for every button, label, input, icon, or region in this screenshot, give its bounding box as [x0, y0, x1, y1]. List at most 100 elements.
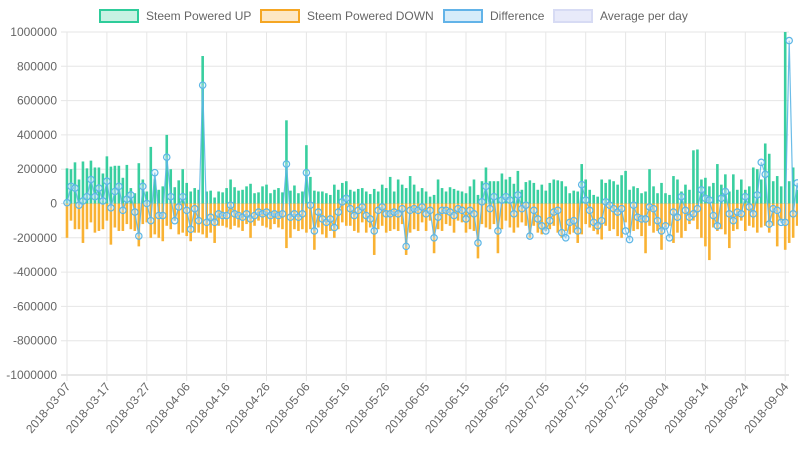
bar-steem-powered-up[interactable] [456, 190, 460, 204]
bar-steem-powered-up[interactable] [317, 191, 320, 204]
bar-steem-powered-up[interactable] [157, 189, 161, 204]
bar-steem-powered-down[interactable] [73, 203, 77, 230]
bar-steem-powered-up[interactable] [392, 191, 396, 204]
point-difference[interactable] [214, 209, 223, 218]
bar-steem-powered-down[interactable] [644, 203, 647, 254]
point-difference[interactable] [182, 206, 191, 215]
bar-steem-powered-down[interactable] [348, 203, 352, 226]
point-difference[interactable] [753, 191, 762, 199]
point-difference[interactable] [597, 216, 606, 225]
bar-steem-powered-down[interactable] [460, 203, 464, 223]
bar-steem-powered-down[interactable] [177, 203, 181, 235]
bar-steem-powered-up[interactable] [468, 186, 472, 204]
bar-steem-powered-up[interactable] [420, 188, 424, 204]
bar-steem-powered-down[interactable] [376, 203, 380, 230]
point-difference[interactable] [717, 194, 726, 203]
bar-steem-powered-up[interactable] [313, 190, 316, 204]
bar-steem-powered-down[interactable] [420, 203, 424, 223]
bar-steem-powered-up[interactable] [516, 170, 520, 204]
bar-steem-powered-up[interactable] [201, 56, 204, 204]
bar-steem-powered-up[interactable] [759, 179, 763, 204]
bar-steem-powered-down[interactable] [101, 203, 105, 230]
bar-steem-powered-down[interactable] [233, 203, 236, 226]
bar-steem-powered-down[interactable] [129, 203, 133, 230]
bar-steem-powered-up[interactable] [624, 170, 627, 204]
point-difference[interactable] [166, 192, 175, 201]
point-difference[interactable] [254, 208, 263, 216]
point-difference[interactable] [729, 216, 738, 225]
point-difference[interactable] [661, 221, 670, 230]
point-difference[interactable] [649, 204, 658, 213]
point-difference[interactable] [553, 206, 562, 215]
bar-steem-powered-down[interactable] [696, 203, 699, 230]
bar-steem-powered-up[interactable] [364, 191, 368, 204]
point-difference[interactable] [330, 223, 339, 232]
point-difference[interactable] [226, 201, 235, 210]
point-difference[interactable] [769, 204, 778, 213]
bar-steem-powered-up[interactable] [540, 184, 544, 204]
bar-steem-powered-up[interactable] [795, 189, 798, 204]
point-difference[interactable] [298, 209, 307, 218]
bar-steem-powered-down[interactable] [117, 203, 121, 231]
bar-steem-powered-up[interactable] [396, 179, 400, 204]
bar-steem-powered-up[interactable] [241, 189, 244, 204]
point-difference[interactable] [761, 170, 770, 179]
point-difference[interactable] [697, 185, 706, 194]
bar-steem-powered-down[interactable] [668, 203, 671, 226]
bar-steem-powered-down[interactable] [157, 203, 161, 238]
point-difference[interactable] [402, 242, 410, 251]
bar-steem-powered-down[interactable] [145, 203, 149, 223]
bar-steem-powered-up[interactable] [636, 188, 639, 204]
point-difference[interactable] [310, 227, 319, 235]
point-difference[interactable] [669, 208, 678, 216]
bar-steem-powered-up[interactable] [432, 194, 436, 204]
legend-item-average-per-day[interactable]: Average per day [553, 6, 688, 26]
point-difference[interactable] [386, 209, 394, 218]
bar-steem-powered-down[interactable] [720, 203, 723, 230]
bar-steem-powered-up[interactable] [436, 179, 440, 204]
bar-steem-powered-down[interactable] [775, 203, 779, 247]
bar-steem-powered-down[interactable] [329, 203, 332, 231]
bar-steem-powered-down[interactable] [728, 203, 731, 249]
bar-steem-powered-up[interactable] [716, 164, 719, 204]
bar-steem-powered-up[interactable] [464, 193, 468, 204]
bar-steem-powered-down[interactable] [684, 203, 687, 231]
point-difference[interactable] [150, 168, 159, 177]
bar-steem-powered-up[interactable] [704, 177, 707, 204]
point-difference[interactable] [394, 209, 402, 218]
bar-steem-powered-up[interactable] [233, 187, 236, 204]
point-difference[interactable] [406, 206, 414, 215]
point-difference[interactable] [538, 221, 546, 230]
point-difference[interactable] [633, 213, 642, 222]
bar-steem-powered-up[interactable] [185, 182, 188, 204]
point-difference[interactable] [194, 216, 203, 225]
point-difference[interactable] [67, 182, 75, 191]
bar-steem-powered-up[interactable] [145, 191, 149, 204]
bar-steem-powered-up[interactable] [644, 191, 647, 204]
bar-steem-powered-down[interactable] [564, 203, 568, 231]
bar-steem-powered-up[interactable] [368, 194, 372, 204]
bar-steem-powered-down[interactable] [69, 203, 73, 221]
bar-steem-powered-down[interactable] [364, 203, 368, 233]
bar-steem-powered-down[interactable] [77, 203, 81, 230]
bar-steem-powered-up[interactable] [536, 189, 540, 204]
bar-steem-powered-up[interactable] [664, 193, 667, 204]
point-difference[interactable] [725, 209, 734, 218]
bar-steem-powered-up[interactable] [648, 169, 651, 204]
bar-steem-powered-down[interactable] [333, 203, 336, 238]
point-difference[interactable] [146, 216, 155, 225]
bar-steem-powered-down[interactable] [412, 203, 416, 230]
bar-steem-powered-down[interactable] [516, 203, 520, 228]
bar-steem-powered-up[interactable] [193, 188, 196, 204]
bar-steem-powered-down[interactable] [560, 203, 564, 238]
point-difference[interactable] [210, 218, 219, 227]
bar-steem-powered-down[interactable] [480, 203, 484, 225]
bar-steem-powered-down[interactable] [345, 203, 348, 226]
point-difference[interactable] [83, 192, 91, 201]
bar-steem-powered-up[interactable] [408, 176, 412, 204]
legend-item-steem-powered-down[interactable]: Steem Powered DOWN [260, 6, 434, 26]
point-difference[interactable] [326, 215, 335, 223]
bar-steem-powered-up[interactable] [277, 188, 280, 204]
bar-steem-powered-up[interactable] [229, 179, 232, 204]
bar-steem-powered-up[interactable] [668, 194, 671, 204]
